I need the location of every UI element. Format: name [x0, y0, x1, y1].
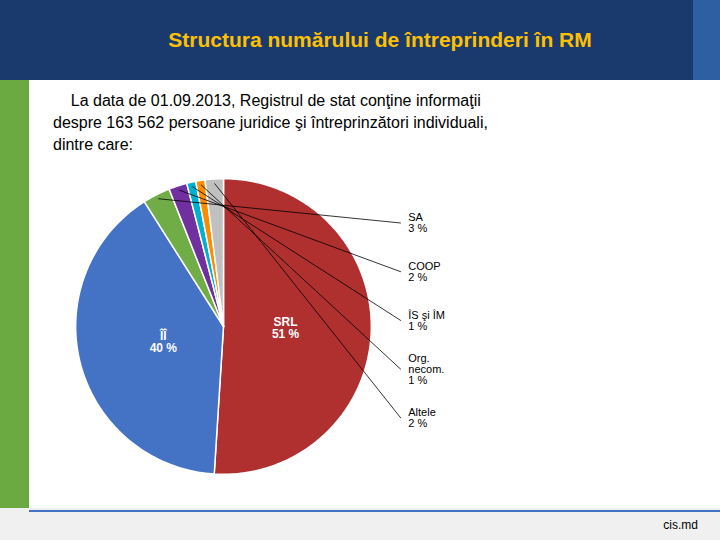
- svg-text:ÎS şi ÎM1 %: ÎS şi ÎM1 %: [407, 309, 445, 332]
- svg-text:SA3 %: SA3 %: [408, 211, 427, 234]
- svg-text:Org.necom.1 %: Org.necom.1 %: [408, 352, 444, 386]
- html-text:dintre care:: dintre care:: [53, 136, 133, 153]
- html-text:cis.md: cis.md: [663, 518, 698, 532]
- svg-text:ÎÎ40 %: ÎÎ40 %: [150, 328, 178, 355]
- html-text:Structura numărului de întrepr: Structura numărului de întreprinderi în …: [168, 28, 592, 51]
- svg-text:COOP2 %: COOP2 %: [408, 260, 440, 283]
- svg-text:Altele2 %: Altele2 %: [408, 406, 436, 429]
- html-text:despre 163 562 persoane juridi: despre 163 562 persoane juridice şi într…: [53, 114, 488, 131]
- html-text:La data de 01.09.2013, Registr: La data de 01.09.2013, Registrul de stat…: [53, 92, 481, 109]
- svg-text:SRL51 %: SRL51 %: [272, 315, 300, 341]
